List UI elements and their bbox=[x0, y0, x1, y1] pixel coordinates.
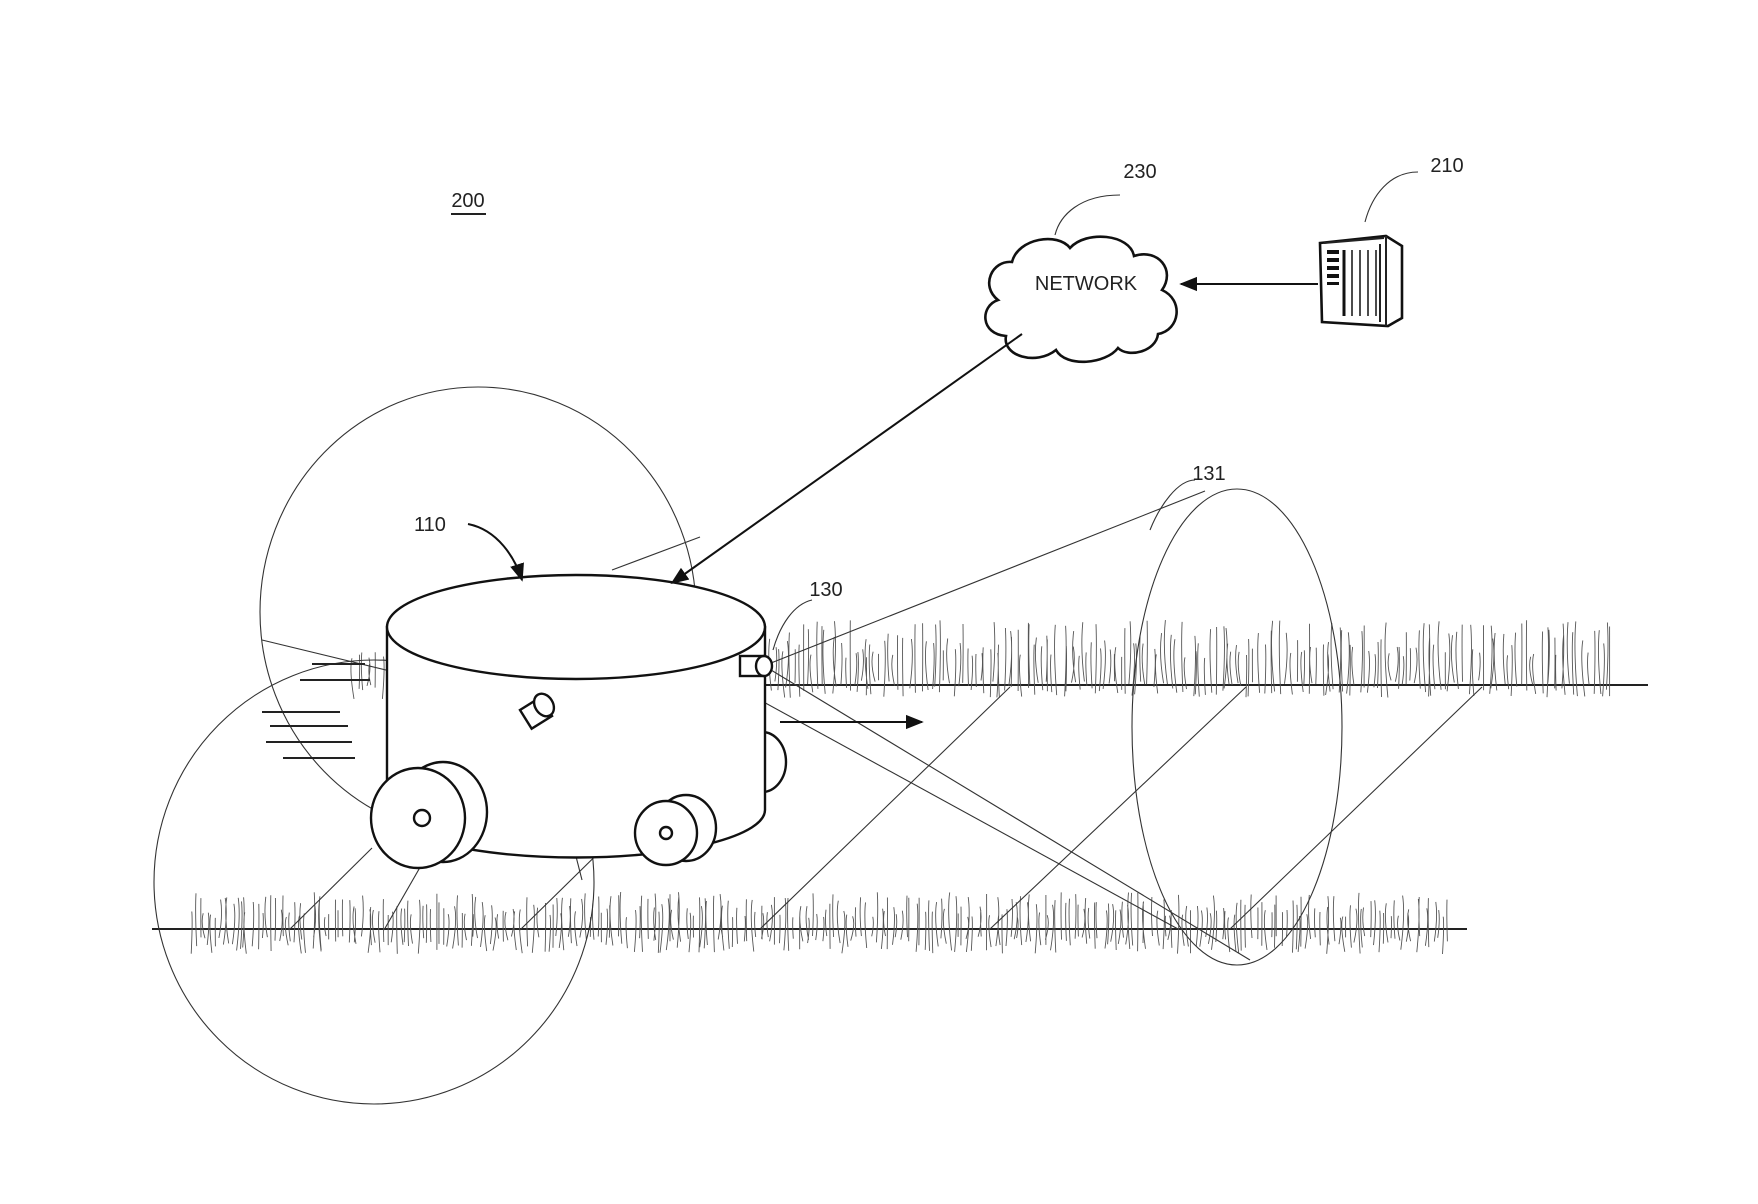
robot-reference-label: 110 bbox=[414, 514, 446, 536]
network-to-robot-arrow bbox=[672, 334, 1022, 583]
front-left-wheel bbox=[371, 762, 487, 868]
field-of-view-reference-label: 131 bbox=[1192, 463, 1225, 485]
figure-number: 200 bbox=[451, 190, 486, 214]
camera-label-leader bbox=[773, 600, 812, 650]
network-label: NETWORK bbox=[1035, 273, 1138, 295]
network-label-leader bbox=[1055, 195, 1120, 235]
network-reference-label: 230 bbox=[1123, 161, 1156, 183]
field-of-view-label-leader bbox=[1150, 480, 1195, 530]
server-icon bbox=[1320, 236, 1402, 326]
svg-text:200: 200 bbox=[451, 190, 484, 212]
camera-reference-label: 130 bbox=[809, 579, 842, 601]
server-reference-label: 210 bbox=[1430, 155, 1463, 177]
robot-mower-icon bbox=[371, 575, 786, 868]
robot-label-leader bbox=[468, 524, 522, 580]
field-of-view-ellipse bbox=[1132, 489, 1342, 965]
cloud-icon: NETWORK bbox=[985, 237, 1176, 362]
motion-lines bbox=[262, 664, 370, 758]
camera-icon bbox=[740, 656, 772, 676]
server-drive-bays bbox=[1327, 250, 1376, 316]
server-label-leader bbox=[1365, 172, 1418, 222]
robot-top bbox=[387, 575, 765, 679]
field-of-view-cone bbox=[771, 489, 1342, 965]
